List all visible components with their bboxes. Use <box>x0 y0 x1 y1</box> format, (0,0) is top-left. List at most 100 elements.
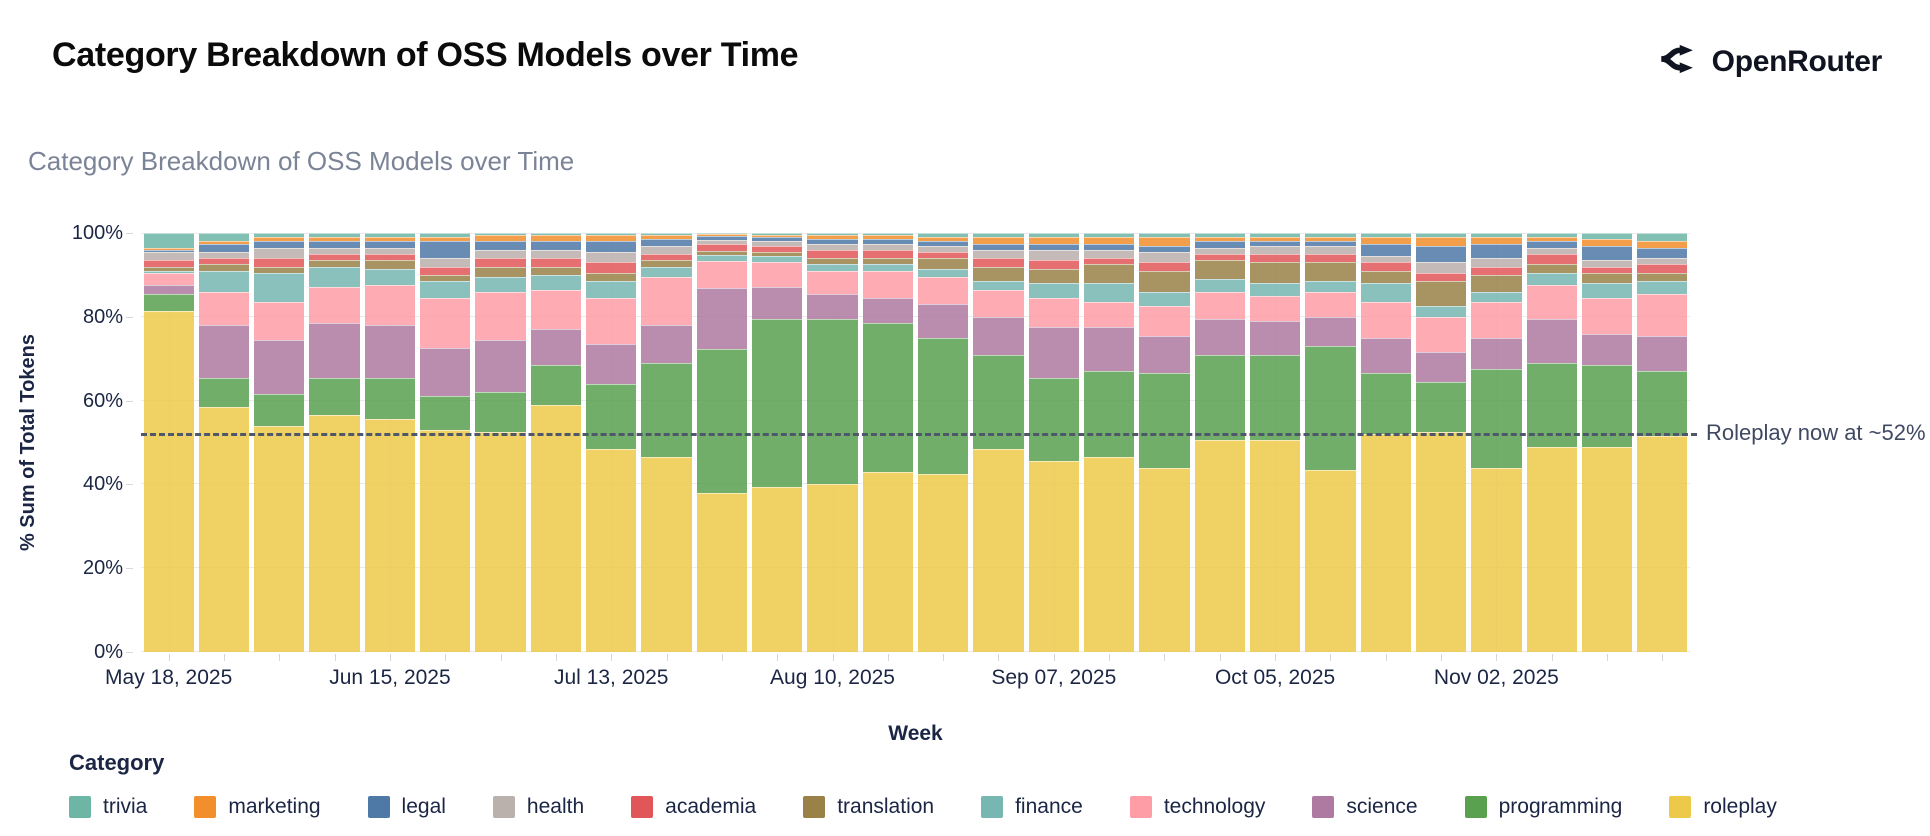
bar-segment-science[interactable] <box>1637 335 1688 372</box>
bar-segment-technology[interactable] <box>586 297 637 345</box>
bar-week[interactable] <box>586 233 637 652</box>
bar-week[interactable] <box>1028 233 1079 652</box>
bar-segment-academia[interactable] <box>1028 260 1079 269</box>
bar-segment-legal[interactable] <box>364 241 416 248</box>
bar-segment-trivia[interactable] <box>862 233 913 236</box>
bar-segment-trivia[interactable] <box>143 233 194 248</box>
bar-segment-translation[interactable] <box>1139 270 1190 292</box>
bar-segment-science[interactable] <box>862 297 913 324</box>
bar-segment-science[interactable] <box>143 285 194 294</box>
bar-segment-trivia[interactable] <box>198 233 250 242</box>
bar-segment-academia[interactable] <box>198 258 250 265</box>
bar-segment-science[interactable] <box>198 325 250 378</box>
bar-segment-marketing[interactable] <box>1637 241 1688 248</box>
bar-segment-finance[interactable] <box>1139 291 1190 307</box>
bar-segment-academia[interactable] <box>862 249 913 259</box>
bar-segment-marketing[interactable] <box>1360 237 1411 244</box>
bar-segment-science[interactable] <box>641 325 692 363</box>
bar-segment-finance[interactable] <box>1360 283 1411 303</box>
bar-segment-academia[interactable] <box>586 262 637 273</box>
bar-segment-technology[interactable] <box>807 270 858 294</box>
bar-segment-legal[interactable] <box>586 241 637 252</box>
bar-segment-academia[interactable] <box>1305 254 1356 263</box>
legend-item-trivia[interactable]: trivia <box>69 795 147 819</box>
bar-week[interactable] <box>364 233 416 652</box>
bar-segment-science[interactable] <box>752 287 803 319</box>
bar-segment-programming[interactable] <box>1139 373 1190 468</box>
bar-week[interactable] <box>1305 233 1356 652</box>
bar-segment-marketing[interactable] <box>475 235 526 242</box>
bar-segment-translation[interactable] <box>1194 260 1245 280</box>
bar-segment-roleplay[interactable] <box>420 429 471 652</box>
bar-segment-roleplay[interactable] <box>1194 440 1245 652</box>
bar-segment-marketing[interactable] <box>254 237 305 242</box>
bar-segment-trivia[interactable] <box>364 233 416 238</box>
bar-segment-programming[interactable] <box>1637 371 1688 437</box>
bar-segment-roleplay[interactable] <box>254 425 305 652</box>
bar-segment-technology[interactable] <box>1305 291 1356 317</box>
bar-segment-academia[interactable] <box>420 266 471 275</box>
bar-segment-translation[interactable] <box>530 266 582 275</box>
bar-segment-finance[interactable] <box>1083 283 1135 303</box>
bar-segment-science[interactable] <box>1581 333 1633 365</box>
legend-item-technology[interactable]: technology <box>1129 795 1265 819</box>
bar-segment-academia[interactable] <box>752 245 803 252</box>
bar-segment-technology[interactable] <box>1139 306 1190 336</box>
bar-segment-roleplay[interactable] <box>973 448 1024 652</box>
bar-segment-programming[interactable] <box>752 318 803 487</box>
bar-segment-legal[interactable] <box>143 249 194 252</box>
bar-segment-science[interactable] <box>1526 318 1577 363</box>
bar-segment-marketing[interactable] <box>1471 237 1522 244</box>
bar-segment-trivia[interactable] <box>420 233 471 238</box>
bar-segment-finance[interactable] <box>807 264 858 271</box>
bar-segment-roleplay[interactable] <box>475 432 526 652</box>
bar-segment-legal[interactable] <box>420 241 471 259</box>
bar-segment-translation[interactable] <box>475 266 526 278</box>
bar-segment-marketing[interactable] <box>1581 239 1633 246</box>
bar-segment-technology[interactable] <box>530 289 582 330</box>
bar-segment-legal[interactable] <box>1194 241 1245 248</box>
bar-segment-legal[interactable] <box>1471 243 1522 259</box>
bar-segment-finance[interactable] <box>1249 283 1301 296</box>
bar-segment-health[interactable] <box>973 249 1024 259</box>
bar-segment-health[interactable] <box>1194 247 1245 254</box>
bar-segment-roleplay[interactable] <box>1028 461 1079 652</box>
bar-week[interactable] <box>1637 233 1688 652</box>
bar-segment-legal[interactable] <box>1526 241 1577 248</box>
bar-segment-health[interactable] <box>696 240 748 245</box>
bar-segment-science[interactable] <box>420 348 471 397</box>
bar-segment-marketing[interactable] <box>752 235 803 238</box>
bar-segment-programming[interactable] <box>1194 354 1245 441</box>
bar-segment-legal[interactable] <box>1139 245 1190 252</box>
bar-segment-science[interactable] <box>1028 327 1079 378</box>
bar-week[interactable] <box>420 233 471 652</box>
bar-segment-health[interactable] <box>918 245 969 252</box>
bar-week[interactable] <box>807 233 858 652</box>
bar-segment-health[interactable] <box>420 258 471 267</box>
bar-segment-technology[interactable] <box>973 289 1024 317</box>
bar-segment-technology[interactable] <box>1526 285 1577 319</box>
bar-segment-technology[interactable] <box>364 285 416 326</box>
bar-segment-finance[interactable] <box>1526 272 1577 286</box>
bar-segment-health[interactable] <box>1139 251 1190 263</box>
bar-segment-academia[interactable] <box>696 244 748 251</box>
bar-segment-translation[interactable] <box>862 258 913 265</box>
bar-segment-health[interactable] <box>586 251 637 263</box>
bar-segment-marketing[interactable] <box>807 235 858 240</box>
bar-segment-science[interactable] <box>807 293 858 319</box>
bar-segment-programming[interactable] <box>1249 354 1301 441</box>
bar-segment-translation[interactable] <box>1305 262 1356 282</box>
bar-segment-trivia[interactable] <box>1360 233 1411 238</box>
bar-segment-academia[interactable] <box>530 258 582 267</box>
bar-segment-finance[interactable] <box>1637 281 1688 294</box>
bar-segment-academia[interactable] <box>807 249 858 259</box>
bar-segment-science[interactable] <box>254 339 305 395</box>
bar-segment-translation[interactable] <box>1083 264 1135 284</box>
bar-segment-marketing[interactable] <box>1249 237 1301 242</box>
bar-segment-roleplay[interactable] <box>1526 446 1577 652</box>
bar-segment-roleplay[interactable] <box>752 486 803 652</box>
bar-week[interactable] <box>143 233 194 652</box>
bar-segment-academia[interactable] <box>143 260 194 267</box>
bar-segment-academia[interactable] <box>475 258 526 267</box>
bar-segment-finance[interactable] <box>918 268 969 278</box>
